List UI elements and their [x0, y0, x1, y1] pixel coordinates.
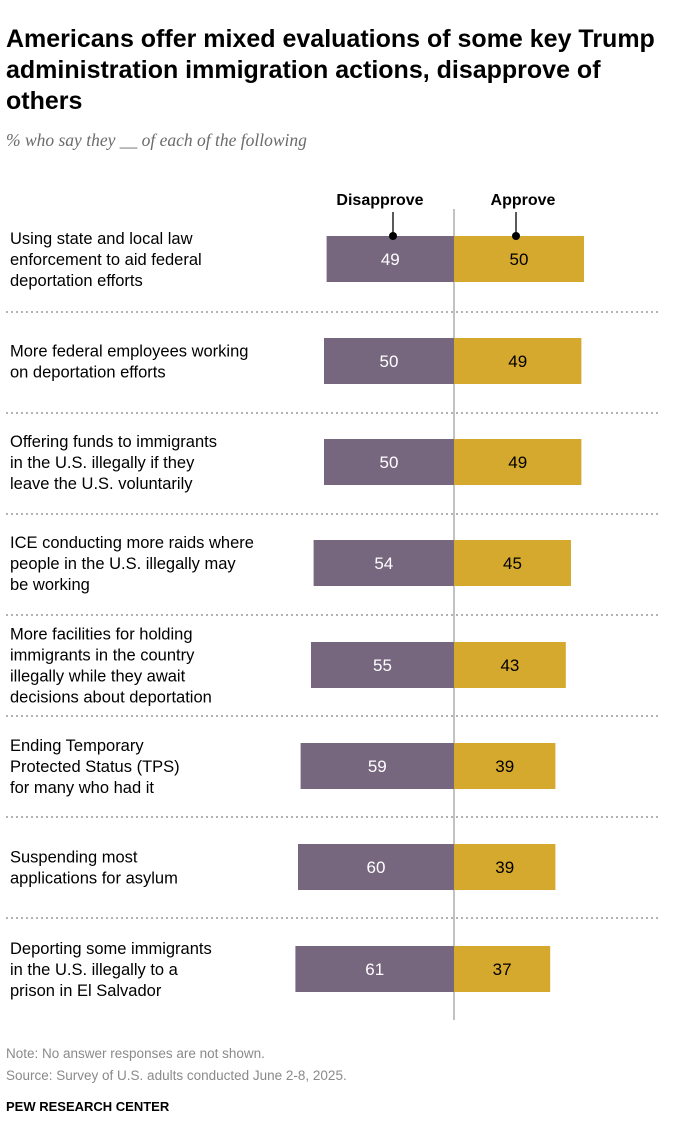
bar-approve [454, 642, 566, 688]
bar-approve [454, 743, 556, 789]
category-label: deportation efforts [10, 272, 143, 290]
data-label-disapprove: 60 [367, 858, 386, 877]
bar-disapprove [311, 642, 454, 688]
data-label-approve: 49 [508, 352, 527, 371]
category-label: prison in El Salvador [10, 982, 162, 1000]
title-line-2: administration immigration actions, disa… [6, 56, 601, 84]
chart-title: Americans offer mixed evaluations of som… [6, 25, 655, 115]
data-label-approve: 49 [508, 453, 527, 472]
title-line-3: others [6, 87, 82, 115]
category-label: Using state and local law [10, 230, 193, 248]
bar-approve [454, 540, 571, 586]
category-label: in the U.S. illegally if they [10, 454, 195, 472]
data-label-approve: 45 [503, 554, 522, 573]
bar-disapprove [313, 540, 454, 586]
data-label-disapprove: 50 [380, 453, 399, 472]
footer-credit: PEW RESEARCH CENTER [6, 1099, 170, 1114]
data-label-disapprove: 59 [368, 757, 387, 776]
bar-approve [454, 844, 556, 890]
category-label: immigrants in the country [10, 647, 195, 665]
category-label: Offering funds to immigrants [10, 433, 217, 451]
legend-dot-disapprove [389, 232, 397, 240]
category-label: leave the U.S. voluntarily [10, 475, 193, 493]
legend: Disapprove Approve [336, 192, 555, 209]
bar-approve [454, 338, 582, 384]
bar-approve [454, 236, 584, 282]
category-label: Ending Temporary [10, 737, 144, 755]
category-label: enforcement to aid federal [10, 251, 202, 269]
bar-approve [454, 946, 551, 992]
category-label: for many who had it [10, 779, 154, 797]
category-label: illegally while they await [10, 668, 186, 686]
category-label: Suspending most [10, 849, 138, 867]
category-label: More federal employees working [10, 343, 248, 361]
bar-disapprove [295, 946, 454, 992]
legend-disapprove: Disapprove [336, 192, 423, 209]
data-label-disapprove: 49 [381, 250, 400, 269]
chart-subtitle: % who say they __ of each of the followi… [6, 130, 307, 150]
title-line-1: Americans offer mixed evaluations of som… [6, 25, 655, 53]
data-label-disapprove: 50 [380, 352, 399, 371]
data-label-approve: 39 [495, 757, 514, 776]
data-label-approve: 37 [493, 960, 512, 979]
footer-note: Note: No answer responses are not shown. [6, 1046, 265, 1061]
data-label-disapprove: 54 [374, 554, 393, 573]
category-label: applications for asylum [10, 870, 178, 888]
bar-disapprove [324, 439, 454, 485]
legend-dot-approve [512, 232, 520, 240]
category-label: Deporting some immigrants [10, 940, 212, 958]
bar-disapprove [300, 743, 454, 789]
footer-source: Source: Survey of U.S. adults conducted … [6, 1068, 347, 1083]
category-label: in the U.S. illegally to a [10, 961, 179, 979]
bar-disapprove [298, 844, 454, 890]
category-label: people in the U.S. illegally may [10, 555, 236, 573]
data-label-approve: 50 [510, 250, 529, 269]
footer: Note: No answer responses are not shown.… [6, 1046, 347, 1114]
legend-approve: Approve [491, 192, 556, 209]
category-label: More facilities for holding [10, 626, 193, 644]
plot-area: Using state and local law enforcement to … [6, 209, 660, 1020]
category-label: decisions about deportation [10, 689, 212, 707]
data-label-approve: 43 [500, 656, 519, 675]
data-label-disapprove: 55 [373, 656, 392, 675]
category-label: Protected Status (TPS) [10, 758, 180, 776]
bar-disapprove [324, 338, 454, 384]
category-label: be working [10, 576, 90, 594]
data-label-disapprove: 61 [365, 960, 384, 979]
category-label: ICE conducting more raids where [10, 534, 254, 552]
bar-disapprove [326, 236, 454, 282]
data-label-approve: 39 [495, 858, 514, 877]
bar-approve [454, 439, 582, 485]
category-label: on deportation efforts [10, 364, 166, 382]
